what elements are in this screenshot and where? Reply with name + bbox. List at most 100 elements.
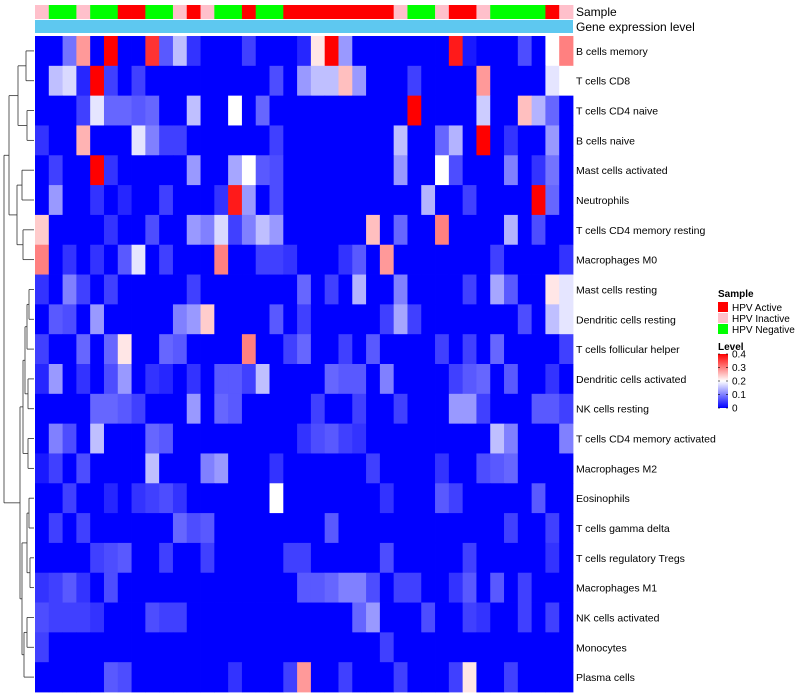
heatmap-cell bbox=[393, 304, 408, 335]
heatmap-cell bbox=[435, 572, 450, 603]
row-label: B cells memory bbox=[576, 46, 649, 58]
heatmap-cell bbox=[159, 513, 174, 544]
heatmap-cell bbox=[48, 334, 63, 365]
heatmap-cell bbox=[366, 632, 381, 663]
heatmap-cell bbox=[76, 244, 91, 275]
heatmap-cell bbox=[324, 662, 339, 693]
heatmap-cell bbox=[421, 244, 436, 275]
sample-annotation-cell bbox=[255, 5, 270, 19]
heatmap-cell bbox=[297, 125, 312, 156]
heatmap-cell bbox=[366, 185, 381, 216]
heatmap-cell bbox=[310, 334, 326, 365]
heatmap-cell bbox=[517, 602, 533, 633]
heatmap-cell bbox=[310, 513, 326, 544]
heatmap-cell bbox=[504, 542, 519, 574]
heatmap-cell bbox=[269, 393, 284, 425]
heatmap-cell bbox=[338, 244, 353, 275]
heatmap-cell bbox=[435, 185, 450, 216]
heatmap-cells bbox=[35, 36, 574, 693]
heatmap-cell bbox=[35, 483, 50, 514]
heatmap-cell bbox=[352, 214, 367, 246]
heatmap-cell bbox=[228, 632, 243, 663]
heatmap-cell bbox=[352, 155, 367, 186]
heatmap-cell bbox=[310, 662, 326, 693]
heatmap-cell bbox=[393, 423, 408, 454]
heatmap-cell bbox=[366, 572, 381, 603]
heatmap-cell bbox=[269, 602, 284, 633]
heatmap-cell bbox=[159, 423, 174, 454]
heatmap-cell bbox=[172, 185, 188, 216]
heatmap-cell bbox=[435, 393, 450, 425]
heatmap-cell bbox=[421, 393, 436, 425]
heatmap-cell bbox=[324, 364, 339, 395]
heatmap-cell bbox=[172, 483, 188, 514]
heatmap-cell bbox=[517, 244, 533, 275]
heatmap-cell bbox=[269, 453, 284, 484]
heatmap-cell bbox=[159, 483, 174, 514]
heatmap-cell bbox=[283, 423, 298, 454]
row-label: Dendritic cells activated bbox=[576, 374, 686, 386]
heatmap-cell bbox=[62, 334, 77, 365]
heatmap-cell bbox=[338, 304, 353, 335]
heatmap-cell bbox=[352, 244, 367, 275]
heatmap-cell bbox=[297, 36, 312, 67]
heatmap-cell bbox=[48, 304, 63, 335]
heatmap-cell bbox=[559, 125, 574, 156]
heatmap-cell bbox=[186, 542, 201, 574]
heatmap-cell bbox=[172, 393, 188, 425]
heatmap-cell bbox=[48, 423, 63, 454]
heatmap-cell bbox=[35, 364, 50, 395]
level-legend-tick-label: 0.4 bbox=[732, 350, 746, 361]
sample-annotation-cell bbox=[435, 5, 450, 19]
heatmap-cell bbox=[200, 542, 215, 574]
heatmap-cell bbox=[490, 453, 505, 484]
heatmap-cell bbox=[559, 662, 574, 693]
heatmap-cell bbox=[517, 393, 533, 425]
heatmap-cell bbox=[338, 572, 353, 603]
heatmap-cell bbox=[117, 125, 132, 156]
heatmap-cell bbox=[48, 453, 63, 484]
heatmap-cell bbox=[462, 155, 477, 186]
heatmap-cell bbox=[476, 423, 491, 454]
row-label: Neutrophils bbox=[576, 195, 629, 207]
heatmap-cell bbox=[545, 662, 560, 693]
heatmap-cell bbox=[462, 65, 477, 97]
heatmap-cell bbox=[159, 304, 174, 335]
heatmap-cell bbox=[62, 483, 77, 514]
row-label: Monocytes bbox=[576, 642, 627, 654]
heatmap-cell bbox=[103, 244, 119, 275]
heatmap-cell bbox=[393, 393, 408, 425]
heatmap-cell bbox=[517, 483, 533, 514]
sample-annotation-cell bbox=[172, 5, 188, 19]
heatmap-cell bbox=[200, 95, 215, 126]
heatmap-cell bbox=[241, 95, 257, 126]
heatmap-cell bbox=[35, 95, 50, 126]
heatmap-cell bbox=[435, 513, 450, 544]
heatmap-cell bbox=[241, 304, 257, 335]
heatmap-cell bbox=[559, 274, 574, 305]
heatmap-cell bbox=[186, 423, 201, 454]
heatmap-cell bbox=[200, 304, 215, 335]
heatmap-cell bbox=[172, 214, 188, 246]
sample-annotation-cell bbox=[338, 5, 353, 19]
heatmap-cell bbox=[559, 423, 574, 454]
heatmap-cell bbox=[145, 36, 160, 67]
heatmap-cell bbox=[393, 513, 408, 544]
heatmap-cell bbox=[407, 95, 422, 126]
heatmap-cell bbox=[269, 542, 284, 574]
heatmap-cell bbox=[324, 125, 339, 156]
heatmap-cell bbox=[62, 572, 77, 603]
heatmap-cell bbox=[352, 36, 367, 67]
heatmap-cell bbox=[131, 155, 146, 186]
heatmap-cell bbox=[393, 274, 408, 305]
heatmap-cell bbox=[559, 36, 574, 67]
heatmap-cell bbox=[214, 513, 229, 544]
heatmap-cell bbox=[476, 513, 491, 544]
heatmap-cell bbox=[504, 602, 519, 633]
heatmap-cell bbox=[324, 155, 339, 186]
heatmap-cell bbox=[448, 95, 464, 126]
heatmap-cell bbox=[255, 214, 270, 246]
heatmap-cell bbox=[172, 65, 188, 97]
heatmap-cell bbox=[103, 483, 119, 514]
heatmap-cell bbox=[76, 632, 91, 663]
